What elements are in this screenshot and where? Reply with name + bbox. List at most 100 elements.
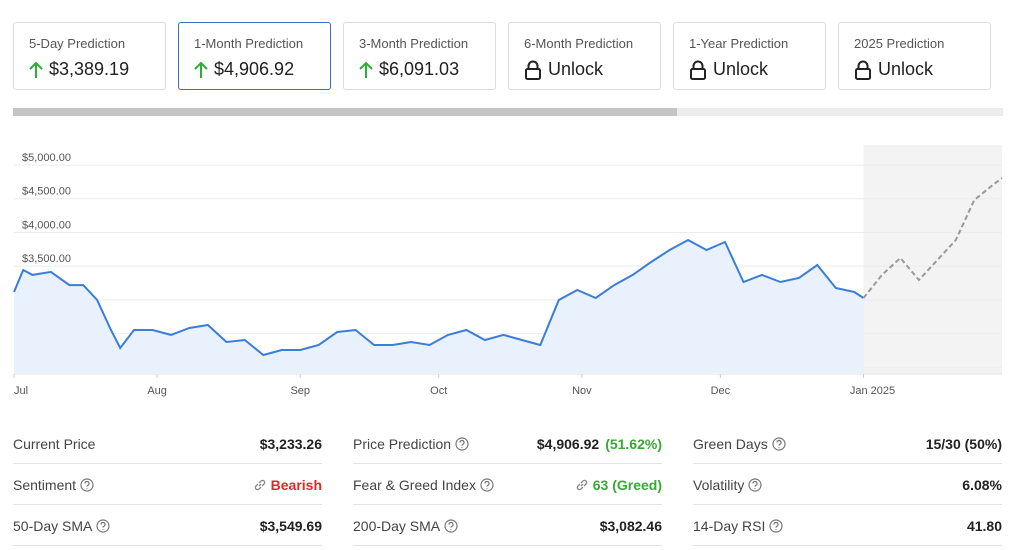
help-circle — [480, 477, 494, 492]
stat-label-text: 200-Day SMA — [353, 517, 441, 534]
stat-label: Price Prediction — [353, 436, 469, 452]
stat-label-text: Sentiment — [13, 476, 77, 493]
help-icon — [772, 436, 786, 451]
stat-label: Fear & Greed Index — [353, 477, 494, 493]
stat-value-text: $3,082.46 — [599, 517, 662, 534]
link-icon — [576, 479, 587, 490]
help-circle — [444, 518, 458, 533]
stat-value: $4,906.92 (51.62%) — [537, 436, 662, 452]
tab-value: Unlock — [524, 59, 603, 80]
stat-row: Price Prediction $4,906.92 (51.62%) — [353, 424, 662, 464]
help-icon — [455, 436, 469, 451]
tab-label: 1-Year Prediction — [689, 36, 789, 51]
lock-body — [690, 67, 706, 80]
shackle — [692, 60, 704, 69]
help-circle — [769, 518, 783, 533]
prediction-tab[interactable]: 6-Month Prediction Unlock — [508, 22, 661, 90]
stat-row: Fear & Greed Index 63 (Greed) — [353, 465, 662, 505]
help-icon — [80, 477, 94, 492]
shackle — [857, 60, 869, 69]
tab-label: 6-Month Prediction — [524, 36, 634, 51]
x-tick-label: Aug — [147, 385, 167, 397]
stat-label: Sentiment — [13, 477, 94, 493]
prediction-tab[interactable]: 3-Month Prediction $6,091.03 — [343, 22, 496, 90]
stat-label-text: 14-Day RSI — [693, 517, 766, 534]
shackle — [527, 60, 539, 69]
x-tick-label: Jul — [14, 385, 28, 397]
y-tick-label: $5,000.00 — [22, 152, 71, 164]
tab-value-text: $4,906.92 — [214, 59, 295, 79]
up-icon — [29, 61, 43, 78]
stat-label-text: Fear & Greed Index — [353, 476, 476, 493]
x-tick-label: Nov — [572, 385, 592, 397]
stat-label-text: Volatility — [693, 476, 745, 493]
stat-value: $3,549.69 — [260, 518, 322, 534]
lock-icon — [525, 60, 541, 80]
tab-label: 2025 Prediction — [854, 36, 945, 51]
arrow — [359, 61, 373, 78]
lock-body — [855, 67, 871, 80]
stat-label-text: 50-Day SMA — [13, 517, 93, 534]
x-tick-label: Dec — [711, 385, 731, 397]
help-circle — [96, 518, 110, 533]
help-mark — [448, 521, 454, 530]
tab-value-text: Unlock — [548, 59, 604, 79]
stat-row: Current Price $3,233.26 — [13, 424, 322, 464]
help-mark — [773, 521, 779, 530]
prediction-tab[interactable]: 2025 Prediction Unlock — [838, 22, 991, 90]
scrollbar — [13, 108, 1003, 116]
tab-label: 3-Month Prediction — [359, 36, 469, 51]
stat-value-text: $4,906.92 — [536, 435, 600, 452]
prediction-region — [863, 145, 1002, 374]
help-mark — [459, 439, 465, 448]
stat-value-text: Bearish — [270, 476, 322, 493]
help-mark — [100, 521, 106, 530]
help-icon — [769, 518, 783, 533]
help-icon — [96, 518, 110, 533]
help-icon — [480, 477, 494, 492]
stat-label-text: Green Days — [693, 435, 768, 452]
help-mark — [484, 480, 490, 489]
y-tick-label: $2,500.00 — [22, 320, 71, 332]
scroll-thumb[interactable] — [13, 108, 677, 116]
link-shape — [254, 479, 265, 490]
tab-value: Unlock — [854, 59, 933, 80]
stat-label-text: Current Price — [13, 435, 96, 452]
prediction-tab[interactable]: 1-Year Prediction Unlock — [673, 22, 826, 90]
stat-change: (51.62%) — [605, 435, 662, 452]
stat-row: Sentiment Bearish — [13, 465, 322, 505]
prediction-tab[interactable]: 1-Month Prediction $4,906.92 — [178, 22, 331, 90]
stat-row: 200-Day SMA $3,082.46 — [353, 506, 662, 546]
prediction-tab[interactable]: 5-Day Prediction $3,389.19 — [13, 22, 166, 90]
tab-value: $4,906.92 — [194, 59, 294, 80]
help-icon — [444, 518, 458, 533]
stat-value: 41.80 — [967, 518, 1002, 534]
tab-value-text: Unlock — [713, 59, 769, 79]
stat-value-text: 41.80 — [966, 517, 1002, 534]
stat-value: $3,082.46 — [600, 518, 662, 534]
y-tick-label: $3,000.00 — [22, 287, 71, 299]
area — [14, 240, 864, 374]
help-mark — [84, 480, 90, 489]
y-tick-label: $2,000.00 — [22, 354, 71, 366]
tab-value-text: $6,091.03 — [379, 59, 460, 79]
up-icon — [359, 61, 373, 78]
stat-row: Green Days 15/30 (50%) — [693, 424, 1002, 464]
lock-body — [525, 67, 541, 80]
stat-value: 15/30 (50%) — [926, 436, 1002, 452]
arrow — [194, 61, 208, 78]
stat-label: 50-Day SMA — [13, 518, 110, 534]
stat-value: 63 (Greed) — [575, 477, 662, 493]
arrow — [29, 61, 43, 78]
stat-value-text: 63 (Greed) — [592, 476, 662, 493]
tab-value-text: Unlock — [878, 59, 934, 79]
y-tick-label: $3,500.00 — [22, 253, 71, 265]
y-tick-label: $4,000.00 — [22, 219, 71, 231]
help-icon — [748, 477, 762, 492]
help-circle — [748, 477, 762, 492]
tab-value: Unlock — [689, 59, 768, 80]
stat-value-text: $3,233.26 — [259, 435, 322, 452]
x-tick-label: Jan 2025 — [850, 385, 895, 397]
lock-icon — [690, 60, 706, 80]
prediction-line — [862, 177, 1003, 299]
